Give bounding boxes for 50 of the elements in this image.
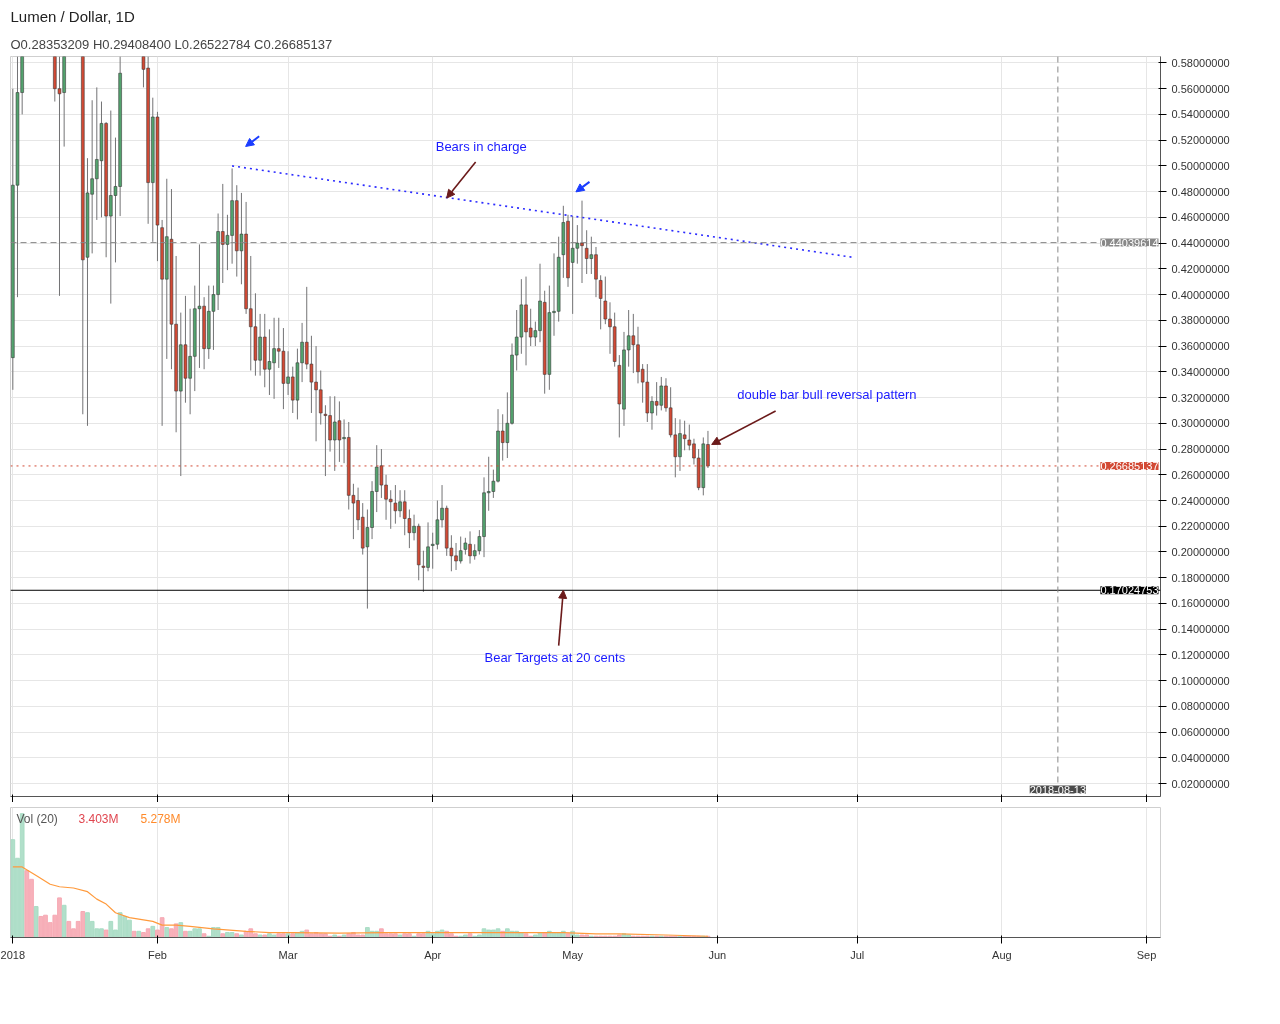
y-tick-label: 0.52000000 — [1171, 134, 1230, 147]
chart-title: Lumen / Dollar, 1D — [10, 7, 135, 25]
y-tick-label: 0.26000000 — [1171, 468, 1230, 481]
y-tick-label: 0.44000000 — [1171, 237, 1230, 250]
y-tick-label: 0.22000000 — [1171, 520, 1230, 533]
y-tick-label: 0.28000000 — [1171, 443, 1230, 456]
y-tick-label: 0.54000000 — [1171, 108, 1230, 121]
annotation: Vol (20) — [16, 811, 58, 826]
y-tick-label: 0.06000000 — [1171, 726, 1230, 739]
y-tick-label: 0.32000000 — [1171, 391, 1230, 404]
y-tick-label: 0.50000000 — [1171, 159, 1230, 172]
annotation: Bears in charge — [435, 139, 527, 155]
annotation: double bar bull reversal pattern — [737, 386, 917, 402]
x-tick-label: Jun — [708, 948, 727, 961]
y-tick-label: 0.38000000 — [1171, 314, 1230, 327]
y-tick-label: 0.14000000 — [1171, 623, 1230, 636]
annotation: Bear Targets at 20 cents — [484, 649, 626, 665]
chart-subtitle: O0.28353209 H0.29408400 L0.26522784 C0.26685137 — [10, 36, 333, 52]
x-tick-label: Apr — [424, 948, 442, 961]
y-tick-label: 0.12000000 — [1171, 648, 1230, 661]
y-tick-label: 0.46000000 — [1171, 211, 1230, 224]
y-tick-label: 0.56000000 — [1171, 82, 1230, 95]
y-tick-label: 0.08000000 — [1171, 700, 1230, 713]
x-tick-label: 2018 — [0, 948, 26, 961]
ref-line-label: 0.26685137 — [1100, 459, 1159, 472]
y-tick-label: 0.20000000 — [1171, 545, 1230, 558]
y-tick-label: 0.02000000 — [1171, 777, 1230, 790]
x-tick-label: Mar — [278, 948, 298, 961]
x-tick-label: May — [562, 948, 584, 961]
y-tick-label: 0.42000000 — [1171, 262, 1230, 275]
ref-line-label: 0.44039614 — [1100, 236, 1159, 249]
annotation: 3.403M — [78, 811, 119, 826]
y-tick-label: 0.48000000 — [1171, 185, 1230, 198]
x-tick-label: Sep — [1136, 948, 1157, 961]
x-tick-label: Aug — [992, 948, 1012, 961]
y-tick-label: 0.24000000 — [1171, 494, 1230, 507]
y-tick-label: 0.10000000 — [1171, 674, 1230, 687]
x-tick-label: Jul — [850, 948, 865, 961]
y-tick-label: 0.04000000 — [1171, 751, 1230, 764]
ref-line-label: 0.17024753 — [1100, 584, 1159, 597]
y-tick-label: 0.18000000 — [1171, 571, 1230, 584]
y-tick-label: 0.30000000 — [1171, 417, 1230, 430]
y-tick-label: 0.58000000 — [1171, 56, 1230, 69]
y-tick-label: 0.34000000 — [1171, 365, 1230, 378]
y-tick-label: 0.36000000 — [1171, 340, 1230, 353]
x-tick-label: Feb — [147, 948, 167, 961]
y-tick-label: 0.16000000 — [1171, 597, 1230, 610]
y-tick-label: 0.40000000 — [1171, 288, 1230, 301]
ref-line-label: 2018-08-13 — [1029, 783, 1087, 796]
annotation: 5.278M — [140, 811, 181, 826]
